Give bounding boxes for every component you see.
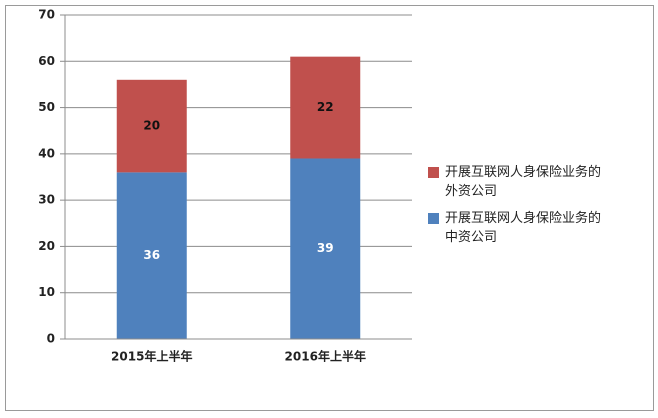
data-label: 39	[317, 241, 334, 255]
legend-item: 开展互联网人身保险业务的中资公司	[428, 209, 643, 247]
y-tick-label: 70	[38, 8, 55, 22]
data-label: 22	[317, 100, 334, 114]
y-tick-label: 10	[38, 285, 55, 299]
y-tick-label: 30	[38, 193, 55, 207]
y-tick-label: 0	[47, 332, 55, 346]
legend-label: 开展互联网人身保险业务的外资公司	[445, 165, 602, 199]
chart-border	[5, 5, 654, 411]
y-tick-label: 50	[38, 100, 55, 114]
legend-swatch	[428, 167, 439, 178]
data-label: 20	[143, 119, 160, 133]
x-tick-label: 2016年上半年	[285, 349, 366, 364]
y-tick-label: 60	[38, 54, 55, 68]
bar-segment	[116, 172, 187, 339]
legend-item: 开展互联网人身保险业务的外资公司	[428, 163, 643, 201]
legend-swatch	[428, 213, 439, 224]
data-label: 36	[143, 248, 160, 262]
bar-segment	[116, 79, 187, 173]
bar-segment	[290, 158, 361, 339]
x-tick-label: 2015年上半年	[111, 349, 192, 364]
legend-label: 开展互联网人身保险业务的中资公司	[445, 211, 602, 245]
bar-segment	[290, 56, 361, 159]
y-tick-label: 20	[38, 239, 55, 253]
y-tick-label: 40	[38, 146, 55, 160]
